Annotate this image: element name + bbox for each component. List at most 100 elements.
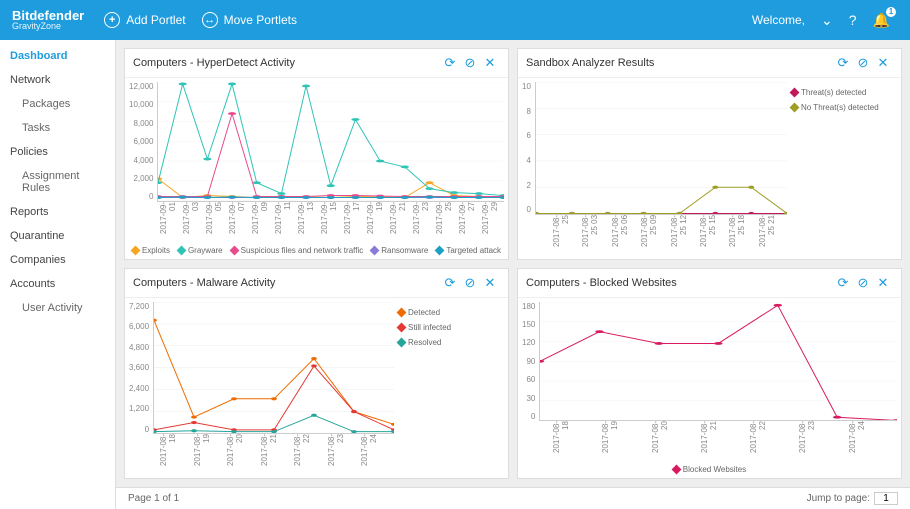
legend-item[interactable]: Detected [398,308,500,317]
brand-sub-text: GravityZone [12,22,84,31]
xtick-label: 2017-08-25 18 [728,215,757,257]
xtick-label: 2017-09-21 [389,202,412,244]
ytick-label: 180 [522,302,535,311]
edit-icon[interactable]: ⊘ [853,55,873,71]
xtick-label: 2017-09-27 [458,202,481,244]
refresh-icon[interactable]: ⟳ [440,275,460,291]
ytick-label: 3,600 [129,363,149,372]
page-indicator: Page 1 of 1 [128,493,179,504]
xtick-label: 2017-08-21 [700,421,749,463]
ytick-label: 12,000 [129,82,153,91]
sidebar-item-tasks[interactable]: Tasks [0,116,115,140]
legend-item[interactable]: Targeted attack [436,246,501,255]
xtick-label: 2017-09-29 [481,202,504,244]
refresh-icon[interactable]: ⟳ [440,55,460,71]
xtick-label: 2017-08-20 [651,421,700,463]
refresh-icon[interactable]: ⟳ [833,55,853,71]
legend-item[interactable]: Still infected [398,323,500,332]
legend-label: Detected [408,308,440,317]
xtick-label: 2017-08-25 21 [758,215,787,257]
sidebar-item-companies[interactable]: Companies [0,248,115,272]
sidebar-item-dashboard[interactable]: Dashboard [0,44,115,68]
xtick-label: 2017-08-24 [848,421,897,463]
notification-bell-icon[interactable]: 🔔1 [873,12,890,29]
main-layout: DashboardNetworkPackagesTasksPoliciesAss… [0,40,910,509]
ytick-label: 4,800 [129,343,149,352]
xtick-label: 2017-08-22 [749,421,798,463]
portlet-blocked: Computers - Blocked Websites⟳⊘✕ 180 150 120… [517,268,902,480]
xtick-label: 2017-08-25 [552,215,581,257]
ytick-label: 4,000 [133,156,153,165]
ytick-label: 2,400 [129,384,149,393]
portlet-hyperdetect: Computers - HyperDetect Activity⟳⊘✕ 12,00… [124,48,509,260]
legend-item[interactable]: Resolved [398,338,500,347]
legend-swatch [790,103,800,113]
user-dropdown[interactable]: ⌄ [821,12,833,29]
xtick-label: 2017-09-13 [297,202,320,244]
xtick-label: 2017-09-01 [159,202,182,244]
jump-page-input[interactable] [874,492,898,505]
refresh-icon[interactable]: ⟳ [833,275,853,291]
legend-item[interactable]: Grayware [178,246,223,255]
xtick-label: 2017-08-19 [193,434,227,476]
legend-label: Ransomware [381,246,428,255]
portlet-title: Computers - HyperDetect Activity [133,57,440,69]
xtick-label: 2017-08-18 [552,421,601,463]
legend-label: No Threat(s) detected [801,103,879,112]
sidebar-item-assignment-rules[interactable]: Assignment Rules [0,164,115,200]
ytick-label: 7,200 [129,302,149,311]
xtick-label: 2017-09-07 [228,202,251,244]
ytick-label: 120 [522,338,535,347]
top-header: Bitdefender GravityZone + Add Portlet ↔ … [0,0,910,40]
xtick-label: 2017-09-15 [320,202,343,244]
welcome-text: Welcome, [752,13,805,27]
add-portlet-button[interactable]: + Add Portlet [104,12,185,28]
legend-label: Grayware [188,246,223,255]
sidebar-item-quarantine[interactable]: Quarantine [0,224,115,248]
legend-item[interactable]: Suspicious files and network traffic [231,246,364,255]
ytick-label: 1,200 [129,404,149,413]
legend-swatch [177,245,187,255]
ytick-label: 10 [522,82,531,91]
close-icon[interactable]: ✕ [480,55,500,71]
ytick-label: 6 [526,131,530,140]
ytick-label: 60 [526,375,535,384]
sidebar-item-accounts[interactable]: Accounts [0,272,115,296]
close-icon[interactable]: ✕ [873,275,893,291]
ytick-label: 6,000 [129,322,149,331]
edit-icon[interactable]: ⊘ [853,275,873,291]
portlet-title: Computers - Blocked Websites [526,277,833,289]
sidebar-item-network[interactable]: Network [0,68,115,92]
xtick-label: 2017-08-23 [798,421,847,463]
edit-icon[interactable]: ⊘ [460,275,480,291]
legend-swatch [370,245,380,255]
portlet-malware: Computers - Malware Activity⟳⊘✕7,2006,00… [124,268,509,480]
sidebar-item-user-activity[interactable]: User Activity [0,296,115,320]
legend-swatch [790,88,800,98]
sidebar-item-reports[interactable]: Reports [0,200,115,224]
close-icon[interactable]: ✕ [480,275,500,291]
xtick-label: 2017-08-19 [601,421,650,463]
legend-item[interactable]: No Threat(s) detected [791,103,893,112]
legend-item[interactable]: Exploits [132,246,170,255]
notif-badge: 1 [886,7,896,17]
ytick-label: 150 [522,320,535,329]
move-portlets-button[interactable]: ↔ Move Portlets [202,12,297,28]
legend-item[interactable]: Ransomware [371,246,428,255]
xtick-label: 2017-08-25 15 [699,215,728,257]
jump-label: Jump to page: [807,493,870,504]
legend-item[interactable]: Blocked Websites [673,465,746,474]
ytick-label: 8 [526,107,530,116]
xtick-label: 2017-09-11 [274,202,297,244]
close-icon[interactable]: ✕ [873,55,893,71]
edit-icon[interactable]: ⊘ [460,55,480,71]
xtick-label: 2017-08-24 [360,434,394,476]
help-icon[interactable]: ? [849,12,857,28]
legend-item[interactable]: Threat(s) detected [791,88,893,97]
ytick-label: 4 [526,156,530,165]
sidebar-nav: DashboardNetworkPackagesTasksPoliciesAss… [0,40,116,509]
sidebar-item-policies[interactable]: Policies [0,140,115,164]
sidebar-item-packages[interactable]: Packages [0,92,115,116]
xtick-label: 2017-09-17 [343,202,366,244]
xtick-label: 2017-08-25 12 [670,215,699,257]
